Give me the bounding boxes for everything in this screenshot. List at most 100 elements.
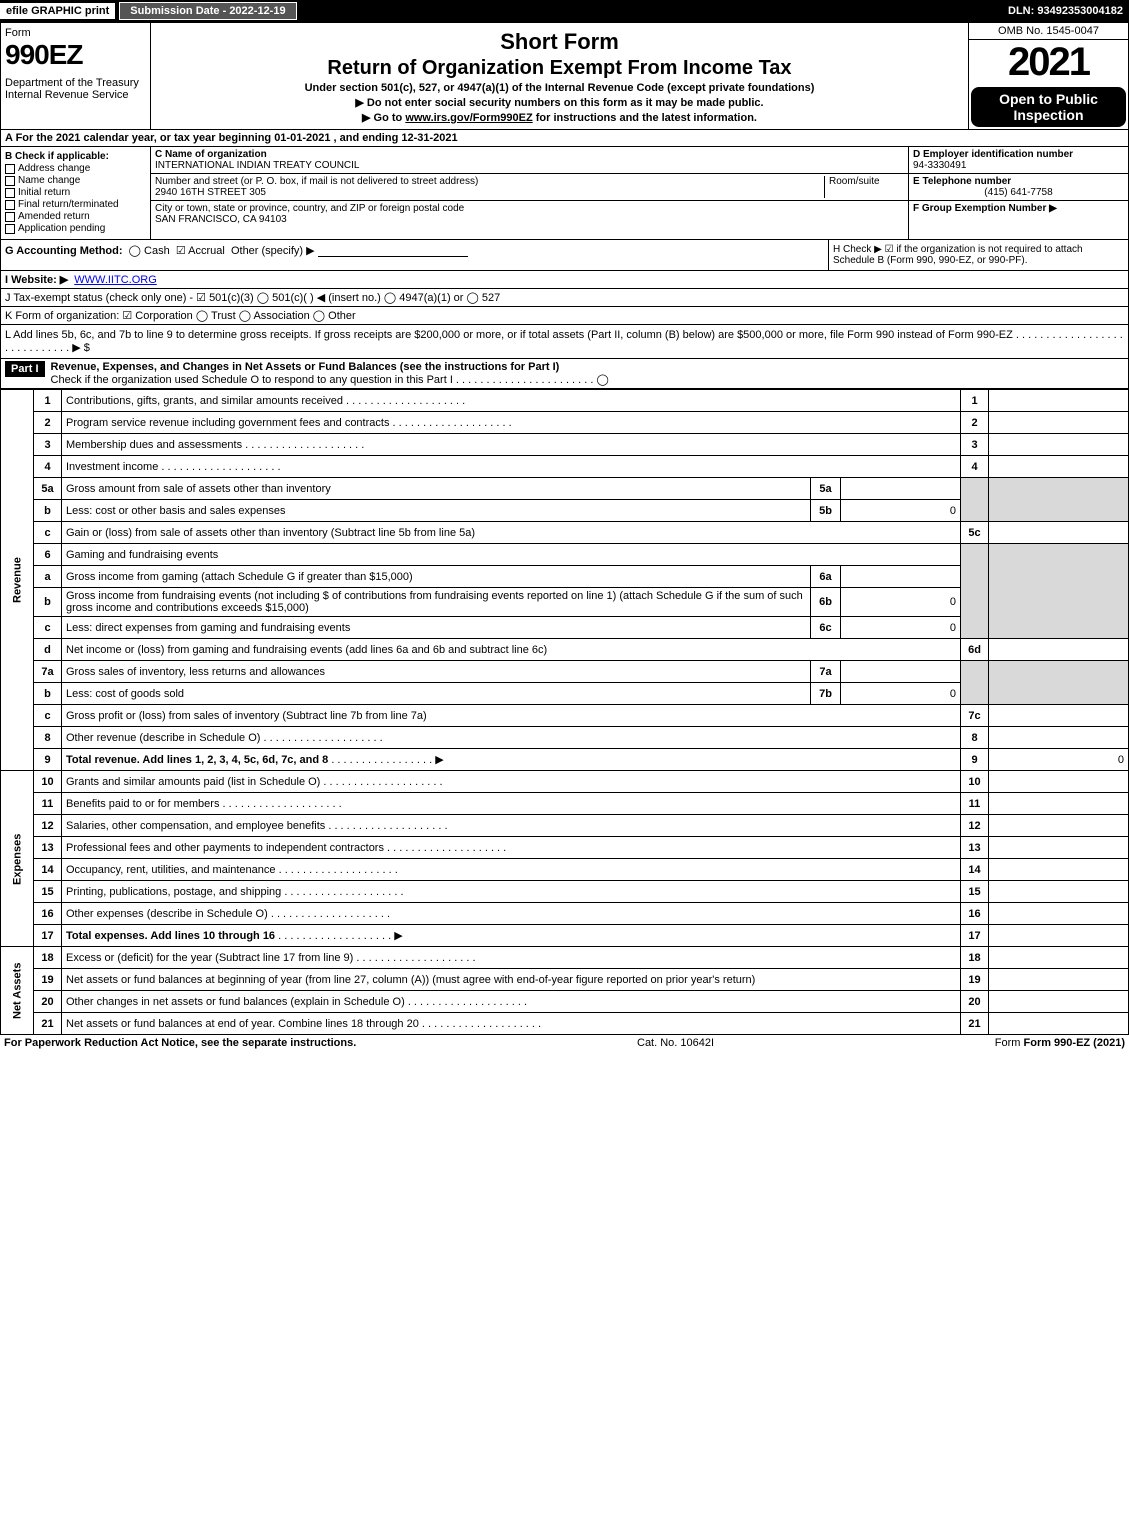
line-1: Revenue 1Contributions, gifts, grants, a… (1, 390, 1129, 412)
header-left: Form 990EZ Department of the Treasury In… (1, 23, 151, 129)
part1-label: Part I (5, 361, 45, 377)
line-4: 4Investment income4 (1, 456, 1129, 478)
room-label: Room/suite (829, 176, 880, 187)
line-15: 15Printing, publications, postage, and s… (1, 881, 1129, 903)
line-2: 2Program service revenue including gover… (1, 412, 1129, 434)
street: 2940 16TH STREET 305 (155, 187, 266, 198)
section-def: D Employer identification number 94-3330… (908, 147, 1128, 239)
checkbox-icon (5, 212, 15, 222)
row-gh: G Accounting Method: ◯ Cash ☑ Accrual Ot… (0, 240, 1129, 271)
line-10: Expenses 10Grants and similar amounts pa… (1, 771, 1129, 793)
checkbox-icon (5, 188, 15, 198)
line-7a: 7aGross sales of inventory, less returns… (1, 661, 1129, 683)
line-12: 12Salaries, other compensation, and empl… (1, 815, 1129, 837)
line-21: 21Net assets or fund balances at end of … (1, 1013, 1129, 1035)
line-6: 6Gaming and fundraising events (1, 544, 1129, 566)
line-9: 9Total revenue. Add lines 1, 2, 3, 4, 5c… (1, 749, 1129, 771)
form-word: Form (5, 27, 146, 39)
footer-left: For Paperwork Reduction Act Notice, see … (4, 1037, 356, 1049)
group-row: F Group Exemption Number ▶ (909, 201, 1128, 216)
line-5a: 5aGross amount from sale of assets other… (1, 478, 1129, 500)
dln: DLN: 93492353004182 (1008, 5, 1129, 17)
chk-application-pending[interactable]: Application pending (5, 223, 146, 234)
short-form-title: Short Form (157, 29, 962, 55)
group-label: F Group Exemption Number ▶ (913, 203, 1057, 214)
line-7b: bLess: cost of goods sold7b0 (1, 683, 1129, 705)
instr-ssn: ▶ Do not enter social security numbers o… (157, 96, 962, 109)
line-16: 16Other expenses (describe in Schedule O… (1, 903, 1129, 925)
section-c: C Name of organization INTERNATIONAL IND… (151, 147, 908, 239)
section-i: I Website: ▶ WWW.IITC.ORG (0, 271, 1129, 289)
irs-link[interactable]: www.irs.gov/Form990EZ (405, 112, 532, 124)
section-l: L Add lines 5b, 6c, and 7b to line 9 to … (0, 325, 1129, 359)
instr-suffix: for instructions and the latest informat… (533, 112, 757, 124)
g-other: Other (specify) ▶ (231, 245, 315, 257)
line-14: 14Occupancy, rent, utilities, and mainte… (1, 859, 1129, 881)
line-7c: cGross profit or (loss) from sales of in… (1, 705, 1129, 727)
footer-mid: Cat. No. 10642I (637, 1037, 714, 1049)
expenses-label: Expenses (1, 771, 34, 947)
omb-number: OMB No. 1545-0047 (969, 23, 1128, 40)
tax-year: 2021 (969, 40, 1128, 85)
line-13: 13Professional fees and other payments t… (1, 837, 1129, 859)
g-accrual: Accrual (188, 245, 225, 257)
street-row: Number and street (or P. O. box, if mail… (151, 174, 908, 201)
tel-row: E Telephone number (415) 641-7758 (909, 174, 1128, 201)
g-cash: Cash (144, 245, 170, 257)
footer-right: Form Form 990-EZ (2021) (995, 1037, 1125, 1049)
submission-date: Submission Date - 2022-12-19 (119, 2, 296, 20)
line-19: 19Net assets or fund balances at beginni… (1, 969, 1129, 991)
tel-label: E Telephone number (913, 176, 1011, 187)
revenue-label: Revenue (1, 390, 34, 771)
chk-final-return[interactable]: Final return/terminated (5, 199, 146, 210)
chk-address-change[interactable]: Address change (5, 163, 146, 174)
line-3: 3Membership dues and assessments3 (1, 434, 1129, 456)
ein-row: D Employer identification number 94-3330… (909, 147, 1128, 174)
tel: (415) 641-7758 (913, 187, 1124, 198)
checkbox-icon (5, 224, 15, 234)
return-title: Return of Organization Exempt From Incom… (157, 57, 962, 80)
subtitle: Under section 501(c), 527, or 4947(a)(1)… (157, 82, 962, 94)
org-name: INTERNATIONAL INDIAN TREATY COUNCIL (155, 160, 359, 171)
checkbox-icon (5, 164, 15, 174)
section-k: K Form of organization: ☑ Corporation ◯ … (0, 307, 1129, 325)
line-6c: cLess: direct expenses from gaming and f… (1, 617, 1129, 639)
header-right: OMB No. 1545-0047 2021 Open to Public In… (968, 23, 1128, 129)
section-g: G Accounting Method: ◯ Cash ☑ Accrual Ot… (1, 240, 828, 270)
g-label: G Accounting Method: (5, 245, 123, 257)
part1-check: Check if the organization used Schedule … (51, 374, 609, 386)
checkbox-icon (5, 200, 15, 210)
line-17: 17Total expenses. Add lines 10 through 1… (1, 925, 1129, 947)
org-name-row: C Name of organization INTERNATIONAL IND… (151, 147, 908, 174)
instr-goto: ▶ Go to www.irs.gov/Form990EZ for instru… (157, 111, 962, 124)
page-footer: For Paperwork Reduction Act Notice, see … (0, 1035, 1129, 1051)
section-b: B Check if applicable: Address change Na… (1, 147, 151, 239)
header-mid: Short Form Return of Organization Exempt… (151, 23, 968, 129)
chk-amended-return[interactable]: Amended return (5, 211, 146, 222)
ein: 94-3330491 (913, 160, 966, 171)
line-6d: dNet income or (loss) from gaming and fu… (1, 639, 1129, 661)
line-6a: aGross income from gaming (attach Schedu… (1, 566, 1129, 588)
website-link[interactable]: WWW.IITC.ORG (74, 274, 156, 286)
efile-label: efile GRAPHIC print (0, 3, 115, 19)
line-20: 20Other changes in net assets or fund ba… (1, 991, 1129, 1013)
part1-table: Revenue 1Contributions, gifts, grants, a… (0, 389, 1129, 1035)
i-label: I Website: ▶ (5, 273, 68, 286)
street-label: Number and street (or P. O. box, if mail… (155, 176, 478, 187)
part1-header: Part I Revenue, Expenses, and Changes in… (0, 359, 1129, 389)
section-a: A For the 2021 calendar year, or tax yea… (0, 130, 1129, 147)
instr-prefix: ▶ Go to (362, 112, 405, 124)
ein-label: D Employer identification number (913, 149, 1073, 160)
part1-title: Revenue, Expenses, and Changes in Net As… (51, 361, 560, 373)
line-11: 11Benefits paid to or for members11 (1, 793, 1129, 815)
chk-initial-return[interactable]: Initial return (5, 187, 146, 198)
line-8: 8Other revenue (describe in Schedule O)8 (1, 727, 1129, 749)
city-row: City or town, state or province, country… (151, 201, 908, 227)
city: SAN FRANCISCO, CA 94103 (155, 214, 287, 225)
org-name-label: C Name of organization (155, 149, 267, 160)
section-h: H Check ▶ ☑ if the organization is not r… (828, 240, 1128, 270)
line-18: Net Assets 18Excess or (deficit) for the… (1, 947, 1129, 969)
netassets-label: Net Assets (1, 947, 34, 1035)
chk-name-change[interactable]: Name change (5, 175, 146, 186)
top-bar: efile GRAPHIC print Submission Date - 20… (0, 0, 1129, 22)
